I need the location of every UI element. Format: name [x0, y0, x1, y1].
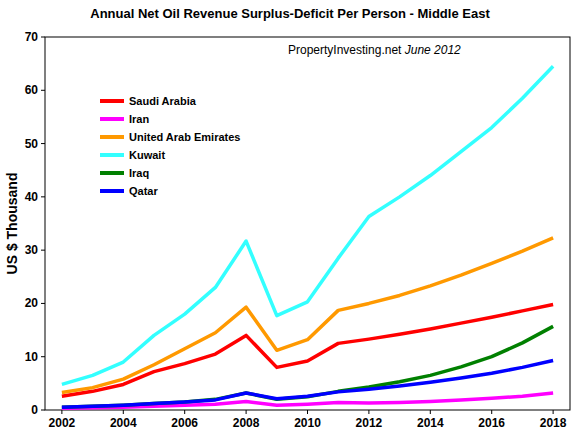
legend-swatch — [100, 99, 124, 103]
y-tick-label: 0 — [31, 403, 38, 417]
x-tick — [553, 410, 554, 414]
y-tick — [41, 196, 45, 197]
y-tick — [41, 410, 45, 411]
legend-label: Saudi Arabia — [129, 95, 197, 107]
legend-swatch — [100, 189, 124, 193]
legend-label: United Arab Emirates — [129, 131, 240, 143]
legend-label: Iraq — [129, 167, 149, 179]
background — [0, 0, 577, 445]
x-tick — [368, 410, 369, 414]
x-tick-label: 2014 — [417, 416, 444, 430]
y-tick-label: 60 — [25, 83, 39, 97]
x-tick-label: 2008 — [233, 416, 260, 430]
y-tick-label: 40 — [25, 190, 39, 204]
x-tick — [307, 410, 308, 414]
x-tick — [491, 410, 492, 414]
x-tick — [123, 410, 124, 414]
y-tick-label: 70 — [25, 30, 39, 44]
y-axis-label: US $ Thousand — [4, 173, 20, 275]
y-tick — [41, 250, 45, 251]
x-tick-label: 2002 — [49, 416, 76, 430]
x-tick-label: 2018 — [540, 416, 567, 430]
series-line — [62, 326, 553, 407]
x-tick-label: 2012 — [356, 416, 383, 430]
legend-label: Kuwait — [129, 149, 165, 161]
y-tick — [41, 356, 45, 357]
y-tick-label: 10 — [25, 350, 39, 364]
x-tick — [184, 410, 185, 414]
title: Annual Net Oil Revenue Surplus-Deficit P… — [90, 6, 490, 21]
legend-swatch — [100, 117, 124, 121]
legend-swatch — [100, 135, 124, 139]
chart: Annual Net Oil Revenue Surplus-Deficit P… — [0, 0, 577, 445]
x-tick-label: 2016 — [478, 416, 505, 430]
x-tick-label: 2004 — [110, 416, 137, 430]
plot-frame — [45, 37, 570, 410]
y-tick — [41, 143, 45, 144]
plot-area — [62, 66, 553, 408]
series-line — [62, 238, 553, 393]
y-tick-label: 50 — [25, 137, 39, 151]
legend-label: Qatar — [129, 185, 158, 197]
legend-swatch — [100, 153, 124, 157]
legend-swatch — [100, 171, 124, 175]
y-tick — [41, 37, 45, 38]
y-tick — [41, 90, 45, 91]
x-tick-label: 2006 — [171, 416, 198, 430]
annotation: PropertyInvesting.net June 2012 — [288, 43, 461, 57]
annotation-part: June 2012 — [401, 43, 461, 57]
y-tick-label: 30 — [25, 243, 39, 257]
x-tick — [430, 410, 431, 414]
series-line — [62, 360, 553, 407]
y-tick — [41, 303, 45, 304]
x-tick-label: 2010 — [294, 416, 321, 430]
annotation-part: PropertyInvesting.net — [288, 43, 402, 57]
x-tick — [246, 410, 247, 414]
x-tick — [61, 410, 62, 414]
series-line — [62, 66, 553, 384]
legend-label: Iran — [129, 113, 149, 125]
y-tick-label: 20 — [25, 296, 39, 310]
